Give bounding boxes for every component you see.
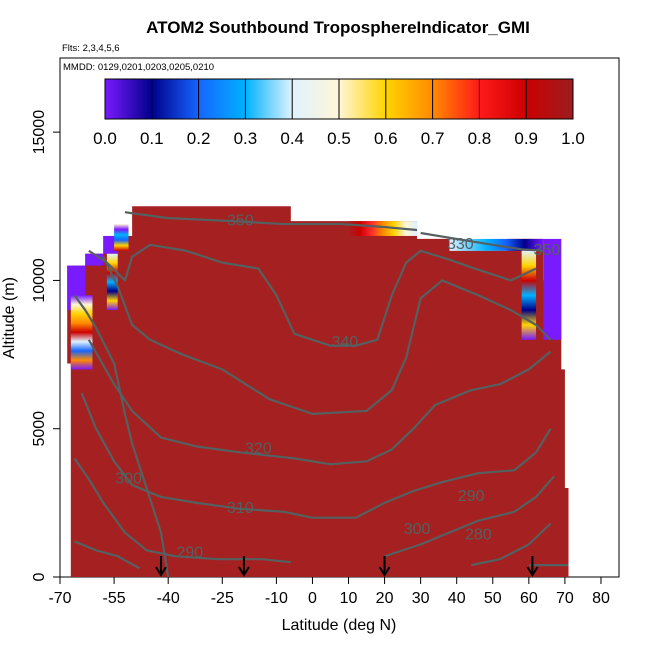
- colorbar: 0.0 0.1 0.2 0.3 0.4 0.5 0.6 0.7 0.8 0.9 1.0: [93, 78, 585, 148]
- isentrope-line: [74, 540, 140, 570]
- isentrope-line: [384, 475, 555, 558]
- flights-subtitle: Flts: 2,3,4,5,6: [62, 43, 120, 54]
- isentrope-label: 340: [332, 334, 359, 351]
- isentrope-line: [470, 522, 552, 567]
- colorbar-tick-label: 0.9: [514, 129, 538, 148]
- stripe-right: [521, 250, 537, 340]
- flight-arrow-head: [378, 566, 391, 577]
- y-axis-label: Altitude (m): [1, 277, 18, 359]
- x-tick-label: -70: [48, 590, 71, 607]
- x-tick-label: 70: [556, 590, 574, 607]
- colorbar-tick-label: 0.6: [374, 129, 398, 148]
- isentrope-label: 300: [404, 521, 431, 538]
- field-background: [67, 206, 569, 578]
- isentrope-label: 310: [227, 500, 254, 517]
- x-tick-label: 80: [592, 590, 610, 607]
- colorbar-tick-label: 1.0: [561, 129, 585, 148]
- isentrope-label: 330: [447, 236, 474, 253]
- x-tick-label: 10: [340, 590, 358, 607]
- x-tick-label: -10: [265, 590, 288, 607]
- isentrope-label: 350: [534, 242, 561, 259]
- isentrope-line: [87, 339, 552, 466]
- colorbar-tick-label: 0.8: [468, 129, 492, 148]
- colorbar-tick-label: 0.0: [93, 129, 117, 148]
- x-tick-label: 30: [412, 590, 430, 607]
- isentrope-label: 300: [115, 470, 142, 487]
- y-tick-label: 10000: [31, 258, 48, 303]
- colorbar-tick-label: 0.3: [234, 129, 258, 148]
- colorbar-tick-label: 0.7: [421, 129, 445, 148]
- y-tick-label: 5000: [31, 411, 48, 447]
- isentrope-line: [73, 457, 291, 564]
- isentrope-label: 280: [465, 527, 492, 544]
- y-tick-label: 15000: [31, 110, 48, 155]
- colorbar-tick-label: 0.2: [187, 129, 211, 148]
- curtain-field: [67, 206, 569, 578]
- x-tick-label: 40: [448, 590, 466, 607]
- flight-arrow-head: [526, 566, 539, 577]
- isentrope-line: [102, 256, 552, 415]
- y-axis: 0 5000 10000 15000: [31, 110, 60, 581]
- dates-subtitle: MMDD: 0129,0201,0203,0205,0210: [63, 62, 214, 73]
- flight-arrows: [155, 556, 539, 577]
- isentrope-line: [124, 211, 418, 232]
- x-tick-label: 20: [376, 590, 394, 607]
- isentrope-label: 350: [227, 212, 254, 229]
- colorbar-tick-label: 0.5: [327, 129, 351, 148]
- isentrope-line: [73, 294, 170, 578]
- flight-arrow-head: [238, 566, 250, 577]
- isentrope-line: [420, 231, 544, 252]
- x-tick-label: -55: [103, 590, 126, 607]
- colorbar-tick-label: 0.1: [140, 129, 164, 148]
- isentrope-label: 290: [458, 488, 485, 505]
- edge-purple-left-3: [85, 253, 104, 266]
- stripe-left-2: [106, 253, 118, 311]
- x-tick-label: -40: [157, 590, 180, 607]
- y-tick-label: 0: [31, 572, 48, 581]
- stripe-left-3: [114, 224, 129, 251]
- colorbar-tick-label: 0.4: [280, 129, 304, 148]
- chart-title: ATOM2 Southbound TroposphereIndicator_GM…: [146, 18, 530, 37]
- flight-arrow-head: [155, 566, 167, 577]
- isentrope-label: 320: [245, 441, 272, 458]
- isentrope-contours: 350 330 350 340 320 310 300 290 300 290 280: [73, 211, 569, 578]
- isentrope-line: [80, 392, 552, 519]
- x-tick-label: 60: [520, 590, 538, 607]
- edge-purple-right: [543, 238, 562, 340]
- x-tick-label: 0: [308, 590, 317, 607]
- isentrope-label: 290: [176, 544, 203, 561]
- x-axis-label: Latitude (deg N): [282, 617, 397, 634]
- x-tick-label: 50: [484, 590, 502, 607]
- x-axis: -70 -55 -40 -25 -10 0 10 20 30 40 50 60 70 80: [48, 577, 610, 607]
- isentrope-line: [88, 243, 537, 347]
- x-tick-label: -25: [211, 590, 234, 607]
